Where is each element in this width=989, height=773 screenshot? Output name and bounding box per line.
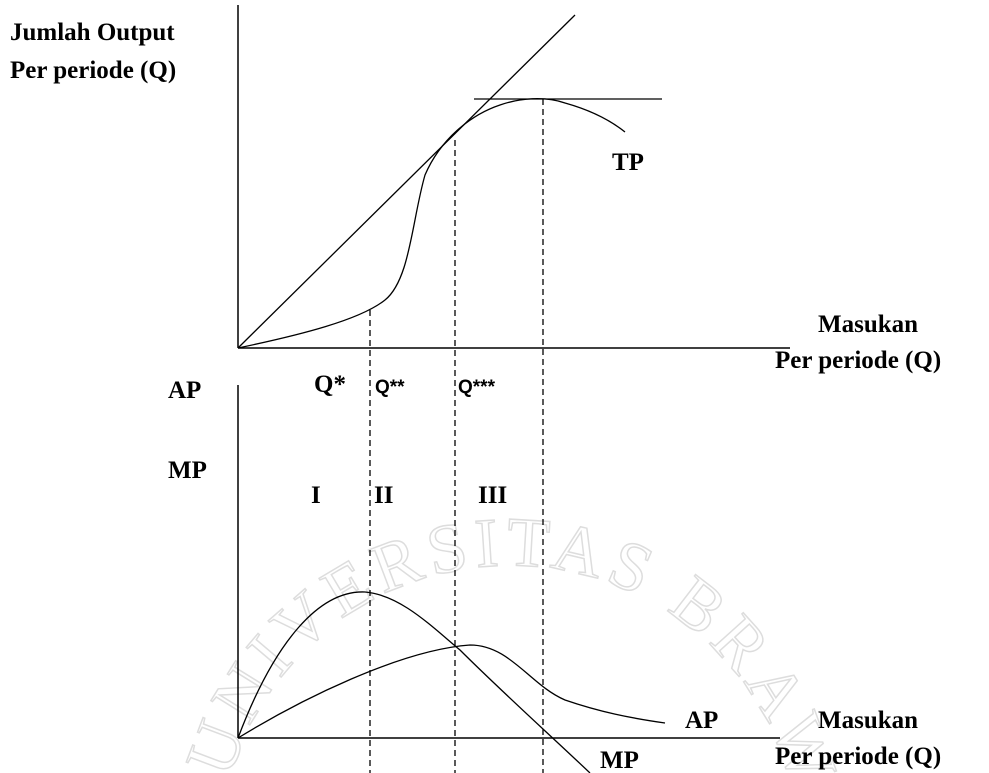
y-label: Per periode (Q) (10, 57, 176, 84)
y-label: Jumlah Output (10, 19, 175, 46)
mp-curve (237, 591, 591, 773)
x-label: Per periode (Q) (775, 743, 941, 770)
stage-label: I (311, 482, 321, 509)
watermark-text: UNIVERSITAS BRAWIJAYA (0, 0, 848, 773)
watermark: UNIVERSITAS BRAWIJAYA (0, 0, 848, 773)
x-label: Masukan (818, 311, 918, 338)
curve-label: MP (600, 747, 639, 773)
point-label: Q*** (458, 377, 496, 398)
y-label: MP (168, 457, 207, 484)
tp-curve (237, 97, 626, 349)
stage-label: III (478, 482, 507, 509)
x-label: Masukan (818, 707, 918, 734)
point-label: Q* (314, 371, 346, 398)
ray-line (237, 14, 576, 349)
x-label: Per periode (Q) (775, 347, 941, 374)
stage-label: II (374, 482, 393, 509)
curve-label: AP (685, 707, 718, 734)
point-label: Q** (375, 377, 405, 398)
curve-label: TP (612, 149, 644, 176)
y-label: AP (168, 377, 201, 404)
ap-curve (237, 644, 666, 739)
